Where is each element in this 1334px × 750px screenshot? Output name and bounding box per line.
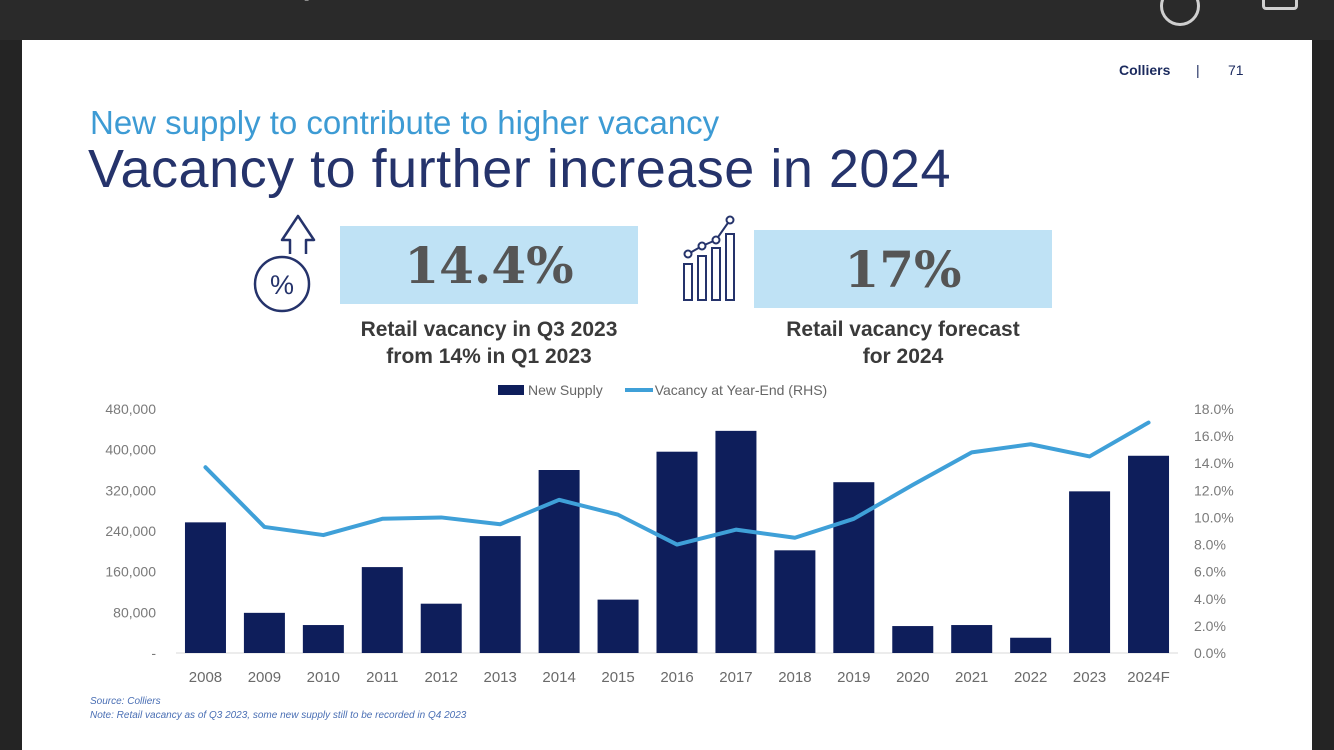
legend-label-vacancy: Vacancy at Year-End (RHS) xyxy=(654,382,828,398)
x-tick-label: 2017 xyxy=(719,669,752,686)
kpi-caption-line: Retail vacancy forecast xyxy=(786,318,1020,341)
growth-chart-icon xyxy=(683,215,735,301)
svg-text:%: % xyxy=(270,270,294,300)
y-right-tick-label: 8.0% xyxy=(1194,537,1226,553)
y-right-tick-label: 4.0% xyxy=(1194,591,1226,607)
kpi-vacancy-current: 14.4% xyxy=(340,226,638,304)
y-left-tick-label: 480,000 xyxy=(105,401,156,417)
x-tick-label: 2011 xyxy=(366,669,398,686)
x-tick-label: 2020 xyxy=(896,669,929,686)
x-tick-label: 2022 xyxy=(1014,669,1047,686)
kpi-vacancy-forecast-caption: Retail vacancy forecast for 2024 xyxy=(738,316,1068,370)
page-number: 71 xyxy=(1228,62,1244,78)
x-tick-label: 2021 xyxy=(955,669,988,686)
bar-new-supply xyxy=(420,603,462,653)
y-right-tick-label: 12.0% xyxy=(1194,482,1234,498)
window-top-bar: · xyxy=(0,0,1334,40)
bar-new-supply xyxy=(479,536,521,653)
kpi-vacancy-current-caption: Retail vacancy in Q3 2023 from 14% in Q1… xyxy=(324,316,654,370)
x-tick-label: 2016 xyxy=(660,669,693,686)
vacancy-line xyxy=(203,420,1151,547)
bar-new-supply xyxy=(597,599,639,653)
bar-new-supply xyxy=(1069,491,1111,653)
bar-new-supply xyxy=(538,470,580,653)
bar-new-supply xyxy=(1010,637,1052,653)
y-left-tick-label: 160,000 xyxy=(105,564,156,580)
slide-title: Vacancy to further increase in 2024 xyxy=(88,139,951,199)
y-right-tick-label: 16.0% xyxy=(1194,428,1234,444)
y-left-tick-label: 320,000 xyxy=(105,482,156,498)
bar-new-supply xyxy=(243,612,285,653)
y-left-tick-label: 240,000 xyxy=(105,523,156,539)
y-left-tick-label: - xyxy=(151,645,156,661)
supply-vacancy-chart: - 80,000 160,000 240,000 320,000 400,000 480,0… xyxy=(105,401,1234,686)
percent-up-arrow-icon: % xyxy=(253,214,316,313)
x-tick-label: 2014 xyxy=(542,669,575,686)
bar-new-supply xyxy=(1128,455,1170,653)
kpi-vacancy-forecast: 17% xyxy=(754,230,1052,308)
bar-new-supply xyxy=(361,567,403,653)
x-tick-label: 2013 xyxy=(483,669,516,686)
bar-new-supply xyxy=(656,451,698,653)
legend-swatch-bar xyxy=(498,385,524,395)
bar-new-supply xyxy=(302,625,344,653)
y-right-tick-label: 18.0% xyxy=(1194,401,1234,417)
cropped-caption-text: · xyxy=(300,0,314,19)
bar-new-supply xyxy=(892,626,934,653)
kpi-caption-line: for 2024 xyxy=(862,345,944,368)
x-tick-label: 2018 xyxy=(778,669,811,686)
bar-new-supply xyxy=(774,550,816,653)
bar-new-supply xyxy=(833,482,875,653)
y-left-tick-label: 400,000 xyxy=(105,442,156,458)
bar-new-supply xyxy=(715,430,757,653)
search-icon[interactable] xyxy=(1160,0,1200,26)
x-tick-label: 2009 xyxy=(248,669,281,686)
header-separator: | xyxy=(1196,62,1200,78)
x-tick-label: 2019 xyxy=(837,669,870,686)
x-tick-label: 2015 xyxy=(601,669,634,686)
footnote-source: Source: Colliers xyxy=(90,696,161,707)
x-tick-label: 2023 xyxy=(1073,669,1106,686)
slide-subtitle: New supply to contribute to higher vacan… xyxy=(90,104,720,141)
y-left-tick-label: 80,000 xyxy=(113,604,156,620)
kpi-caption-line: Retail vacancy in Q3 2023 xyxy=(360,318,618,341)
x-tick-label: 2010 xyxy=(307,669,340,686)
y-right-tick-label: 10.0% xyxy=(1194,509,1234,525)
y-right-tick-label: 0.0% xyxy=(1194,645,1226,661)
bar-new-supply xyxy=(184,522,226,653)
y-right-tick-label: 2.0% xyxy=(1194,618,1226,634)
x-tick-label: 2012 xyxy=(425,669,458,686)
x-tick-label: 2008 xyxy=(189,669,222,686)
chart-legend: New Supply Vacancy at Year-End (RHS) xyxy=(498,380,827,400)
legend-swatch-line xyxy=(624,388,653,392)
y-right-tick-label: 6.0% xyxy=(1194,564,1226,580)
legend-label-supply: New Supply xyxy=(528,382,603,398)
kpi-caption-line: from 14% in Q1 2023 xyxy=(386,345,592,368)
x-tick-label: 2024F xyxy=(1127,669,1170,686)
footnote-note: Note: Retail vacancy as of Q3 2023, some… xyxy=(90,710,467,721)
y-right-tick-label: 14.0% xyxy=(1194,455,1234,471)
brand-logo: Colliers xyxy=(1119,62,1171,78)
slide: Colliers | 71 New supply to contribute t… xyxy=(22,40,1312,750)
bar-new-supply xyxy=(951,625,993,653)
window-icon[interactable] xyxy=(1262,0,1298,10)
